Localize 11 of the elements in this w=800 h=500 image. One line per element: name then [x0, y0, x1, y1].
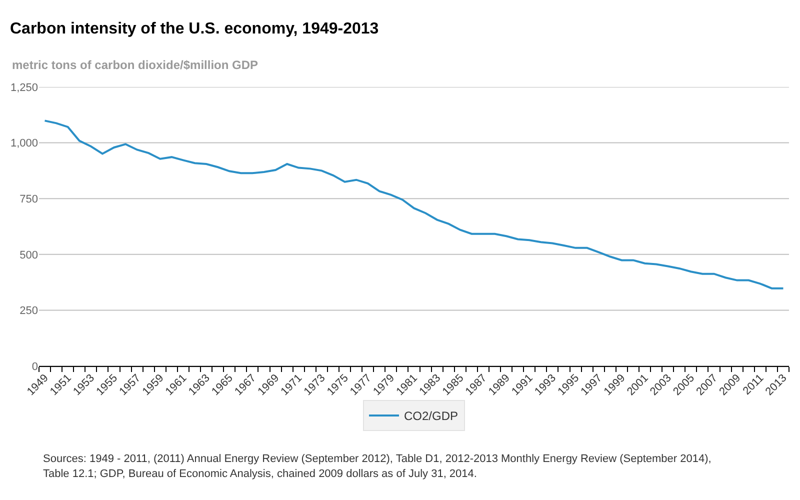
line-series: [44, 120, 784, 290]
y-tick-label: 250: [20, 305, 38, 318]
y-tick-label: 0: [32, 360, 38, 373]
y-tick-label: 1,000: [10, 138, 38, 150]
y-tick-label: 750: [20, 193, 38, 206]
legend-label: CO2/GDP: [404, 409, 458, 424]
y-tick-label: 1,250: [10, 82, 38, 94]
y-tick-label: 500: [20, 249, 38, 262]
y-axis-title: metric tons of carbon dioxide/$million GDP: [12, 58, 258, 72]
source-note: Sources: 1949 - 2011, (2011) Annual Energy Review (September 2012), Table D1, 2012-2013 Monthly Energy Review (September 2014), Table 12.1; GDP, Bureau of Economic Analysis, chained 2009 dollars as of July 31, 2014.: [43, 452, 712, 482]
chart-title: Carbon intensity of the U.S. economy, 1949-2013: [10, 20, 379, 38]
